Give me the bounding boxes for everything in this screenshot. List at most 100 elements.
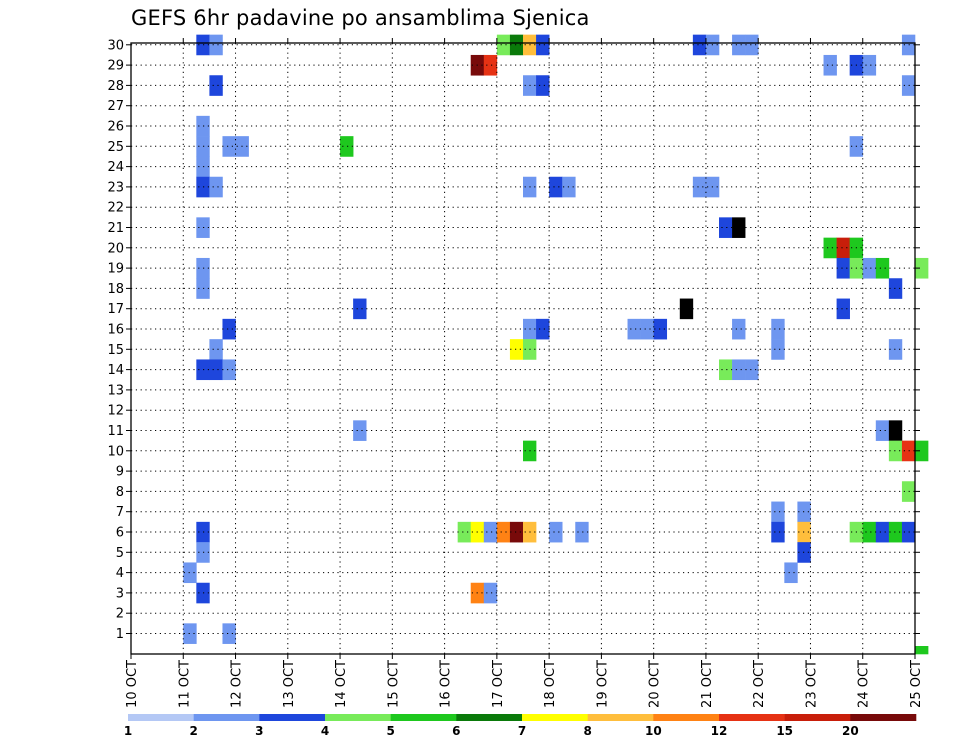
heatmap-cell <box>483 54 498 76</box>
heatmap-cell <box>549 176 563 198</box>
y-tick-label: 17 <box>107 302 124 317</box>
heatmap-cell <box>745 359 759 381</box>
heatmap-cell <box>915 257 929 279</box>
heatmap-cell <box>509 339 524 360</box>
heatmap-cell <box>875 420 890 441</box>
x-tick-label: 18 OCT <box>543 660 558 708</box>
heatmap-cell <box>353 298 367 320</box>
x-tick-label: 19 OCT <box>595 660 610 708</box>
colorbar-swatch <box>719 714 785 721</box>
heatmap-cell <box>823 54 837 76</box>
colorbar: 1 2 3 4 5 6 7 8 10 12 15 20 <box>124 714 917 738</box>
colorbar-label: 8 <box>583 724 591 738</box>
chart-title: GEFS 6hr padavine po ansamblima Sjenica <box>131 6 590 30</box>
plot-frame <box>130 42 916 655</box>
heatmap-cell <box>732 34 746 56</box>
colorbar-label: 4 <box>321 724 329 738</box>
colorbar-swatch <box>193 714 260 721</box>
heatmap-cell <box>457 521 472 543</box>
x-tick-label: 10 OCT <box>125 660 140 708</box>
heatmap-cell <box>771 501 785 523</box>
heatmap-cell <box>509 34 524 56</box>
heatmap-cell <box>549 521 563 543</box>
heatmap-cell <box>222 318 236 340</box>
colorbar-label: 1 <box>124 724 132 738</box>
heatmap-cell <box>836 257 850 279</box>
heatmap-cell <box>719 217 733 238</box>
heatmap-cell <box>536 34 550 56</box>
y-tick-label: 9 <box>116 465 124 480</box>
y-tick-label: 13 <box>107 383 124 398</box>
x-tick-label: 16 OCT <box>439 660 454 708</box>
heatmap-cell <box>183 623 197 644</box>
x-tick-label: 22 OCT <box>752 660 767 708</box>
colorbar-swatch <box>259 714 326 721</box>
heatmap-cell <box>915 440 929 462</box>
heatmap-cell <box>679 298 694 320</box>
y-tick-label: 29 <box>107 59 124 74</box>
y-tick-label: 23 <box>107 180 124 195</box>
y-tick-label: 26 <box>107 120 124 135</box>
colorbar-swatch <box>128 714 194 721</box>
y-tick-label: 4 <box>116 566 124 581</box>
y-tick-label: 30 <box>107 38 124 53</box>
heatmap-cell <box>888 521 903 543</box>
heatmap-cell <box>915 646 929 655</box>
x-tick-label: 11 OCT <box>177 660 192 708</box>
heatmap-cell <box>732 318 746 340</box>
heatmap-cell <box>888 440 903 462</box>
y-tick-label: 16 <box>107 323 124 338</box>
y-tick-label: 15 <box>107 343 124 358</box>
heatmap-cell <box>209 359 223 381</box>
colorbar-label: 12 <box>711 724 728 738</box>
y-tick-label: 14 <box>107 363 124 378</box>
heatmap-cell <box>340 136 354 157</box>
heatmap-cell <box>692 34 707 56</box>
y-tick-label: 2 <box>116 607 124 622</box>
heatmap-cell <box>509 521 524 543</box>
colorbar-swatch <box>784 714 851 721</box>
heatmap-cell <box>875 257 890 279</box>
y-tick-label: 20 <box>107 241 124 256</box>
heatmap-cell <box>888 278 903 299</box>
cells-layer <box>183 34 929 655</box>
heatmap-cell <box>836 237 850 259</box>
colorbar-swatch <box>325 714 391 721</box>
heatmap-cell <box>353 420 367 441</box>
heatmap-cell <box>496 521 511 543</box>
heatmap-cell <box>823 237 837 259</box>
heatmap-cell <box>483 521 498 543</box>
heatmap-cell <box>209 339 223 360</box>
heatmap-cell <box>575 521 589 543</box>
colorbar-swatch <box>587 714 654 721</box>
y-tick-label: 22 <box>107 201 124 216</box>
heatmap-cell <box>862 54 877 76</box>
heatmap-cell <box>653 318 668 340</box>
y-tick-label: 10 <box>107 444 124 459</box>
colorbar-swatch <box>653 714 720 721</box>
heatmap-cell <box>732 217 746 238</box>
heatmap-cell <box>888 420 903 441</box>
heatmap-cell <box>209 34 223 56</box>
heatmap-cell <box>771 339 785 360</box>
x-tick-label: 23 OCT <box>805 660 820 708</box>
x-tick-label: 15 OCT <box>386 660 401 708</box>
heatmap-cell <box>836 298 850 320</box>
colorbar-swatch <box>522 714 588 721</box>
heatmap-cell <box>209 75 223 96</box>
colorbar-swatch <box>390 714 457 721</box>
y-tick-label: 18 <box>107 282 124 297</box>
y-tick-label: 25 <box>107 140 124 155</box>
heatmap-cell <box>771 521 785 543</box>
colorbar-label: 15 <box>776 724 793 738</box>
y-tick-label: 3 <box>116 586 124 601</box>
heatmap-cell <box>888 339 903 360</box>
y-tick-label: 27 <box>107 99 124 114</box>
heatmap-cell <box>536 75 550 96</box>
colorbar-label: 20 <box>842 724 859 738</box>
x-tick-label: 21 OCT <box>700 660 715 708</box>
colorbar-label: 5 <box>386 724 394 738</box>
heatmap-cell <box>222 359 236 381</box>
heatmap-cell <box>862 257 877 279</box>
